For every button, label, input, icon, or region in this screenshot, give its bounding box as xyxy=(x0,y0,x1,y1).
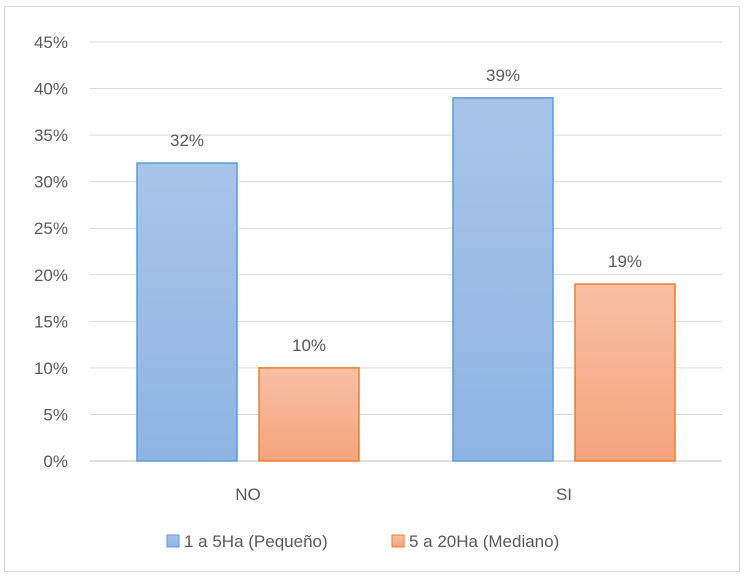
x-tick-label: SI xyxy=(556,485,572,504)
legend-swatch xyxy=(391,534,405,548)
data-label: 32% xyxy=(170,131,204,150)
y-tick-label: 0% xyxy=(43,452,68,471)
y-tick-label: 45% xyxy=(34,33,68,52)
data-labels: 32% 10% 39% 19% xyxy=(170,66,642,355)
y-tick-label: 30% xyxy=(34,173,68,192)
bar-si-series-1 xyxy=(574,283,676,462)
bar-no-series-0 xyxy=(136,162,238,462)
bar-no-series-1 xyxy=(258,367,360,462)
x-axis-ticks: NO SI xyxy=(235,485,572,504)
legend-label: 5 a 20Ha (Mediano) xyxy=(409,532,559,551)
y-tick-label: 10% xyxy=(34,359,68,378)
y-tick-label: 25% xyxy=(34,219,68,238)
legend: 1 a 5Ha (Pequeño) 5 a 20Ha (Mediano) xyxy=(166,532,559,551)
bar-si-series-0 xyxy=(452,97,554,462)
legend-label: 1 a 5Ha (Pequeño) xyxy=(184,532,328,551)
y-tick-label: 20% xyxy=(34,266,68,285)
bars xyxy=(136,97,676,462)
y-tick-label: 35% xyxy=(34,126,68,145)
data-label: 19% xyxy=(608,252,642,271)
y-tick-label: 15% xyxy=(34,312,68,331)
y-tick-label: 40% xyxy=(34,80,68,99)
y-tick-label: 5% xyxy=(43,405,68,424)
x-tick-label: NO xyxy=(235,485,261,504)
data-label: 10% xyxy=(292,336,326,355)
y-axis-ticks: 0% 5% 10% 15% 20% 25% 30% 35% 40% 45% xyxy=(34,33,68,471)
data-label: 39% xyxy=(486,66,520,85)
legend-swatch xyxy=(166,534,180,548)
